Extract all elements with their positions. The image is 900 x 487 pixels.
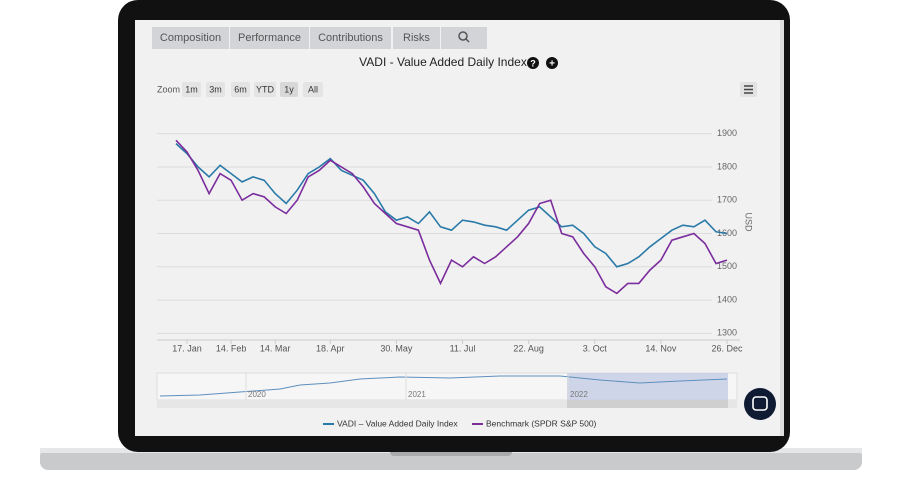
search-icon xyxy=(465,38,470,43)
legend-label[interactable]: Benchmark (SPDR S&P 500) xyxy=(486,418,597,428)
series-line xyxy=(175,139,728,295)
menu-icon xyxy=(744,85,753,94)
navigator-line xyxy=(159,375,728,397)
tab-label: Performance xyxy=(238,32,301,44)
navigator-label: 2021 xyxy=(408,390,426,399)
tab[interactable] xyxy=(230,27,309,49)
navigator-selection[interactable] xyxy=(567,373,728,400)
x-tick-label: 26. Dec xyxy=(711,343,743,353)
navigator-label: 2022 xyxy=(570,390,588,399)
zoom-button-label: All xyxy=(308,84,318,94)
tab[interactable] xyxy=(310,27,391,49)
search-tab[interactable] xyxy=(441,27,487,49)
legend-label[interactable]: VADI – Value Added Daily Index xyxy=(337,418,458,428)
y-tick-label: 1700 xyxy=(717,195,737,205)
laptop-base xyxy=(40,448,862,470)
x-tick-label: 22. Aug xyxy=(513,343,544,353)
zoom-button[interactable] xyxy=(303,82,323,97)
zoom-button-label: 6m xyxy=(234,84,247,94)
x-tick-label: 11. Jul xyxy=(450,343,476,353)
navigator-scroll-thumb[interactable] xyxy=(567,400,728,408)
y-tick-label: 1300 xyxy=(717,328,737,338)
series-line xyxy=(175,143,728,268)
zoom-button-label: YTD xyxy=(256,84,275,94)
zoom-button[interactable] xyxy=(231,82,250,97)
zoom-button[interactable] xyxy=(254,82,276,97)
zoom-label: Zoom xyxy=(157,84,180,94)
chat-icon xyxy=(752,396,768,411)
add-icon-glyph: + xyxy=(549,59,555,70)
y-axis-title: USD xyxy=(744,212,754,232)
zoom-button-label: 3m xyxy=(209,84,222,94)
chat-button[interactable] xyxy=(744,388,776,420)
navigator-scrollbar[interactable] xyxy=(157,400,737,408)
x-tick-label: 14. Nov xyxy=(645,343,677,353)
tab-label: Contributions xyxy=(318,32,383,44)
tab-label: Risks xyxy=(403,32,430,44)
add-icon[interactable] xyxy=(546,57,558,69)
x-tick-label: 14. Mar xyxy=(260,343,291,353)
scrollbar xyxy=(780,20,784,436)
y-tick-label: 1900 xyxy=(717,128,737,138)
x-tick-label: 3. Oct xyxy=(583,343,608,353)
tab[interactable] xyxy=(152,27,229,49)
zoom-button-label: 1y xyxy=(284,84,294,94)
tab-label: Composition xyxy=(160,32,221,44)
x-tick-label: 14. Feb xyxy=(216,343,247,353)
y-tick-label: 1500 xyxy=(717,261,737,271)
help-icon-glyph: ? xyxy=(530,58,536,68)
search-icon xyxy=(458,31,468,41)
y-tick-label: 1400 xyxy=(717,294,737,304)
x-tick-label: 18. Apr xyxy=(316,343,345,353)
tab[interactable] xyxy=(393,27,440,49)
zoom-button[interactable] xyxy=(280,82,298,97)
x-tick-label: 17. Jan xyxy=(172,343,202,353)
navigator-label: 2020 xyxy=(248,390,266,399)
x-tick-label: 30. May xyxy=(380,343,413,353)
zoom-button[interactable] xyxy=(206,82,225,97)
zoom-button[interactable] xyxy=(182,82,201,97)
zoom-button-label: 1m xyxy=(185,84,198,94)
chart-title: VADI - Value Added Daily Index xyxy=(359,55,527,69)
y-tick-label: 1800 xyxy=(717,161,737,171)
help-icon[interactable] xyxy=(527,57,539,69)
